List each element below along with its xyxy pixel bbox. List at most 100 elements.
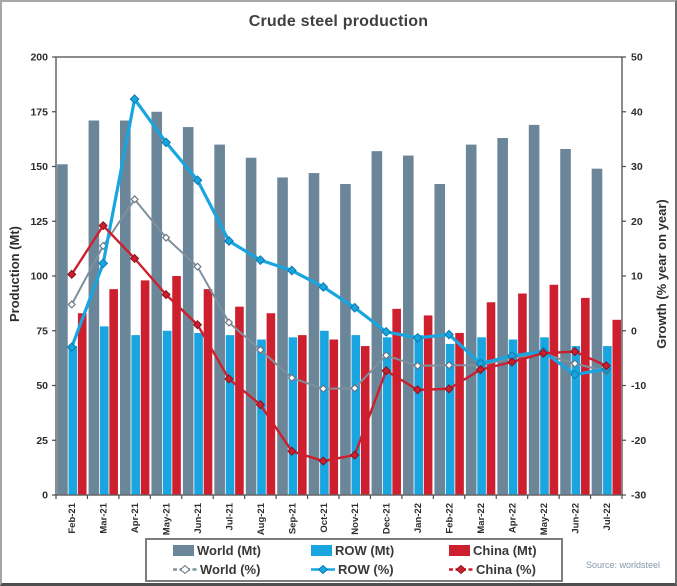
left-axis-tick-label: 125 xyxy=(30,216,48,228)
bar-world-mt-Jul-22 xyxy=(591,168,603,495)
bar-china-mt-Sep-21 xyxy=(298,335,307,495)
line-marker-diamond xyxy=(192,175,203,186)
bar-china-mt-May-22 xyxy=(549,284,559,495)
bar-world-mt-Jan-22 xyxy=(403,155,414,495)
bar-china-mt-Jul-21 xyxy=(235,306,244,495)
right-axis-tick-label: 50 xyxy=(631,52,643,64)
bar-china-mt-May-21 xyxy=(172,276,181,495)
line-marker-diamond xyxy=(349,302,360,313)
china-line-glyph-icon xyxy=(449,565,473,574)
chart-title: Crude steel production xyxy=(248,13,429,30)
line-marker-diamond xyxy=(255,399,266,410)
bar-world-mt-Jun-22 xyxy=(560,148,571,495)
line-marker-diamond xyxy=(444,361,454,370)
bar-row-mt-Jul-22 xyxy=(603,346,612,495)
world-bar-swatch-icon xyxy=(173,545,194,556)
bar-row-mt-Jul-21 xyxy=(225,335,235,495)
x-axis-category-label: Sep-21 xyxy=(287,502,298,534)
bar-row-mt-May-21 xyxy=(162,330,172,495)
line-marker-diamond xyxy=(98,220,108,231)
china-bar-swatch-icon xyxy=(449,545,470,556)
line-marker-diamond xyxy=(66,342,77,353)
bar-world-mt-Nov-21 xyxy=(340,184,351,495)
x-axis-category-label: Feb-22 xyxy=(445,503,456,534)
line-marker-diamond xyxy=(129,94,140,105)
left-axis-tick-label: 175 xyxy=(30,106,48,118)
legend-item-world-pct: World (%) xyxy=(147,562,285,577)
bar-row-mt-Jun-21 xyxy=(194,332,203,495)
right-axis-tick-label: -20 xyxy=(631,435,646,447)
line-marker-diamond xyxy=(67,269,77,280)
legend-label: China (Mt) xyxy=(473,543,537,558)
bar-china-mt-Apr-22 xyxy=(518,293,527,495)
bar-row-mt-Jun-22 xyxy=(571,346,581,495)
bar-row-mt-Aug-21 xyxy=(257,339,266,495)
bar-row-mt-Mar-21 xyxy=(99,326,109,495)
legend-item-row-mt: ROW (Mt) xyxy=(285,543,423,558)
row-bar-swatch-icon xyxy=(311,545,332,556)
legend-label: ROW (%) xyxy=(338,562,394,577)
bar-world-mt-Oct-21 xyxy=(308,173,320,495)
bar-china-mt-Jun-21 xyxy=(203,289,213,495)
left-axis-tick-label: 150 xyxy=(30,161,48,173)
line-marker-diamond xyxy=(381,351,391,360)
line-marker-diamond xyxy=(319,384,328,393)
line-marker-diamond xyxy=(161,289,171,300)
x-axis-category-label: Jul-22 xyxy=(602,503,613,530)
bar-china-mt-Aug-21 xyxy=(266,313,276,495)
x-axis-category-label: Mar-22 xyxy=(476,503,487,534)
bar-china-mt-Apr-21 xyxy=(140,280,150,495)
line-marker-diamond xyxy=(412,385,423,395)
line-marker-diamond xyxy=(129,253,140,264)
line-marker-diamond xyxy=(67,300,76,309)
line-marker-diamond xyxy=(413,361,422,370)
source-note: Source: worldsteel xyxy=(585,560,660,570)
legend-label: China (%) xyxy=(476,562,536,577)
line-marker-diamond xyxy=(287,446,297,456)
legend-item-row-pct: ROW (%) xyxy=(285,562,423,577)
x-axis-category-label: Apr-21 xyxy=(130,502,141,533)
left-axis-tick-label: 100 xyxy=(30,271,48,283)
left-axis-title: Production (Mt) xyxy=(7,225,22,323)
bar-world-mt-Mar-22 xyxy=(465,144,477,495)
line-marker-diamond xyxy=(98,258,109,269)
line-marker-diamond xyxy=(318,456,328,466)
bar-world-mt-May-21 xyxy=(151,111,163,495)
bar-world-mt-Jun-21 xyxy=(182,127,194,495)
line-marker-diamond xyxy=(193,262,202,271)
line-marker-diamond xyxy=(444,329,455,340)
x-axis-category-label: Jun-22 xyxy=(570,503,581,534)
x-axis-category-label: Apr-22 xyxy=(507,503,518,533)
right-axis-tick-label: 0 xyxy=(631,325,637,337)
line-marker-diamond xyxy=(223,235,234,246)
x-axis-category-label: May-22 xyxy=(539,503,550,535)
legend-label: World (%) xyxy=(200,562,261,577)
right-axis-tick-label: 20 xyxy=(631,216,643,228)
x-axis-category-label: Feb-21 xyxy=(67,502,78,533)
bar-world-mt-May-22 xyxy=(528,124,540,495)
legend-item-china-mt: China (Mt) xyxy=(423,543,561,558)
bar-china-mt-Feb-22 xyxy=(455,332,464,495)
chart-legend: World (Mt) ROW (Mt) China (Mt) World (%)… xyxy=(145,538,563,582)
bar-china-mt-Mar-22 xyxy=(486,302,496,495)
bar-world-mt-Jul-21 xyxy=(214,144,225,495)
bar-row-mt-Feb-21 xyxy=(68,346,78,495)
legend-item-china-pct: China (%) xyxy=(423,562,561,577)
line-world-series xyxy=(70,198,608,390)
line-marker-diamond xyxy=(318,281,329,292)
right-axis-tick-label: 40 xyxy=(631,106,643,118)
bar-row-mt-Oct-21 xyxy=(320,330,329,495)
right-axis-title: Growth (% year on year) xyxy=(654,199,669,349)
x-axis-category-label: Jun-21 xyxy=(193,502,204,533)
legend-label: World (Mt) xyxy=(197,543,262,558)
bar-china-mt-Jan-22 xyxy=(423,315,433,495)
left-axis-tick-label: 75 xyxy=(36,325,48,337)
left-axis-tick-label: 50 xyxy=(36,380,48,392)
bar-china-mt-Dec-21 xyxy=(392,308,401,495)
bar-china-mt-Jul-22 xyxy=(612,319,622,495)
line-marker-diamond xyxy=(287,373,297,383)
bar-china-mt-Jun-22 xyxy=(581,297,590,495)
line-marker-diamond xyxy=(412,332,423,343)
